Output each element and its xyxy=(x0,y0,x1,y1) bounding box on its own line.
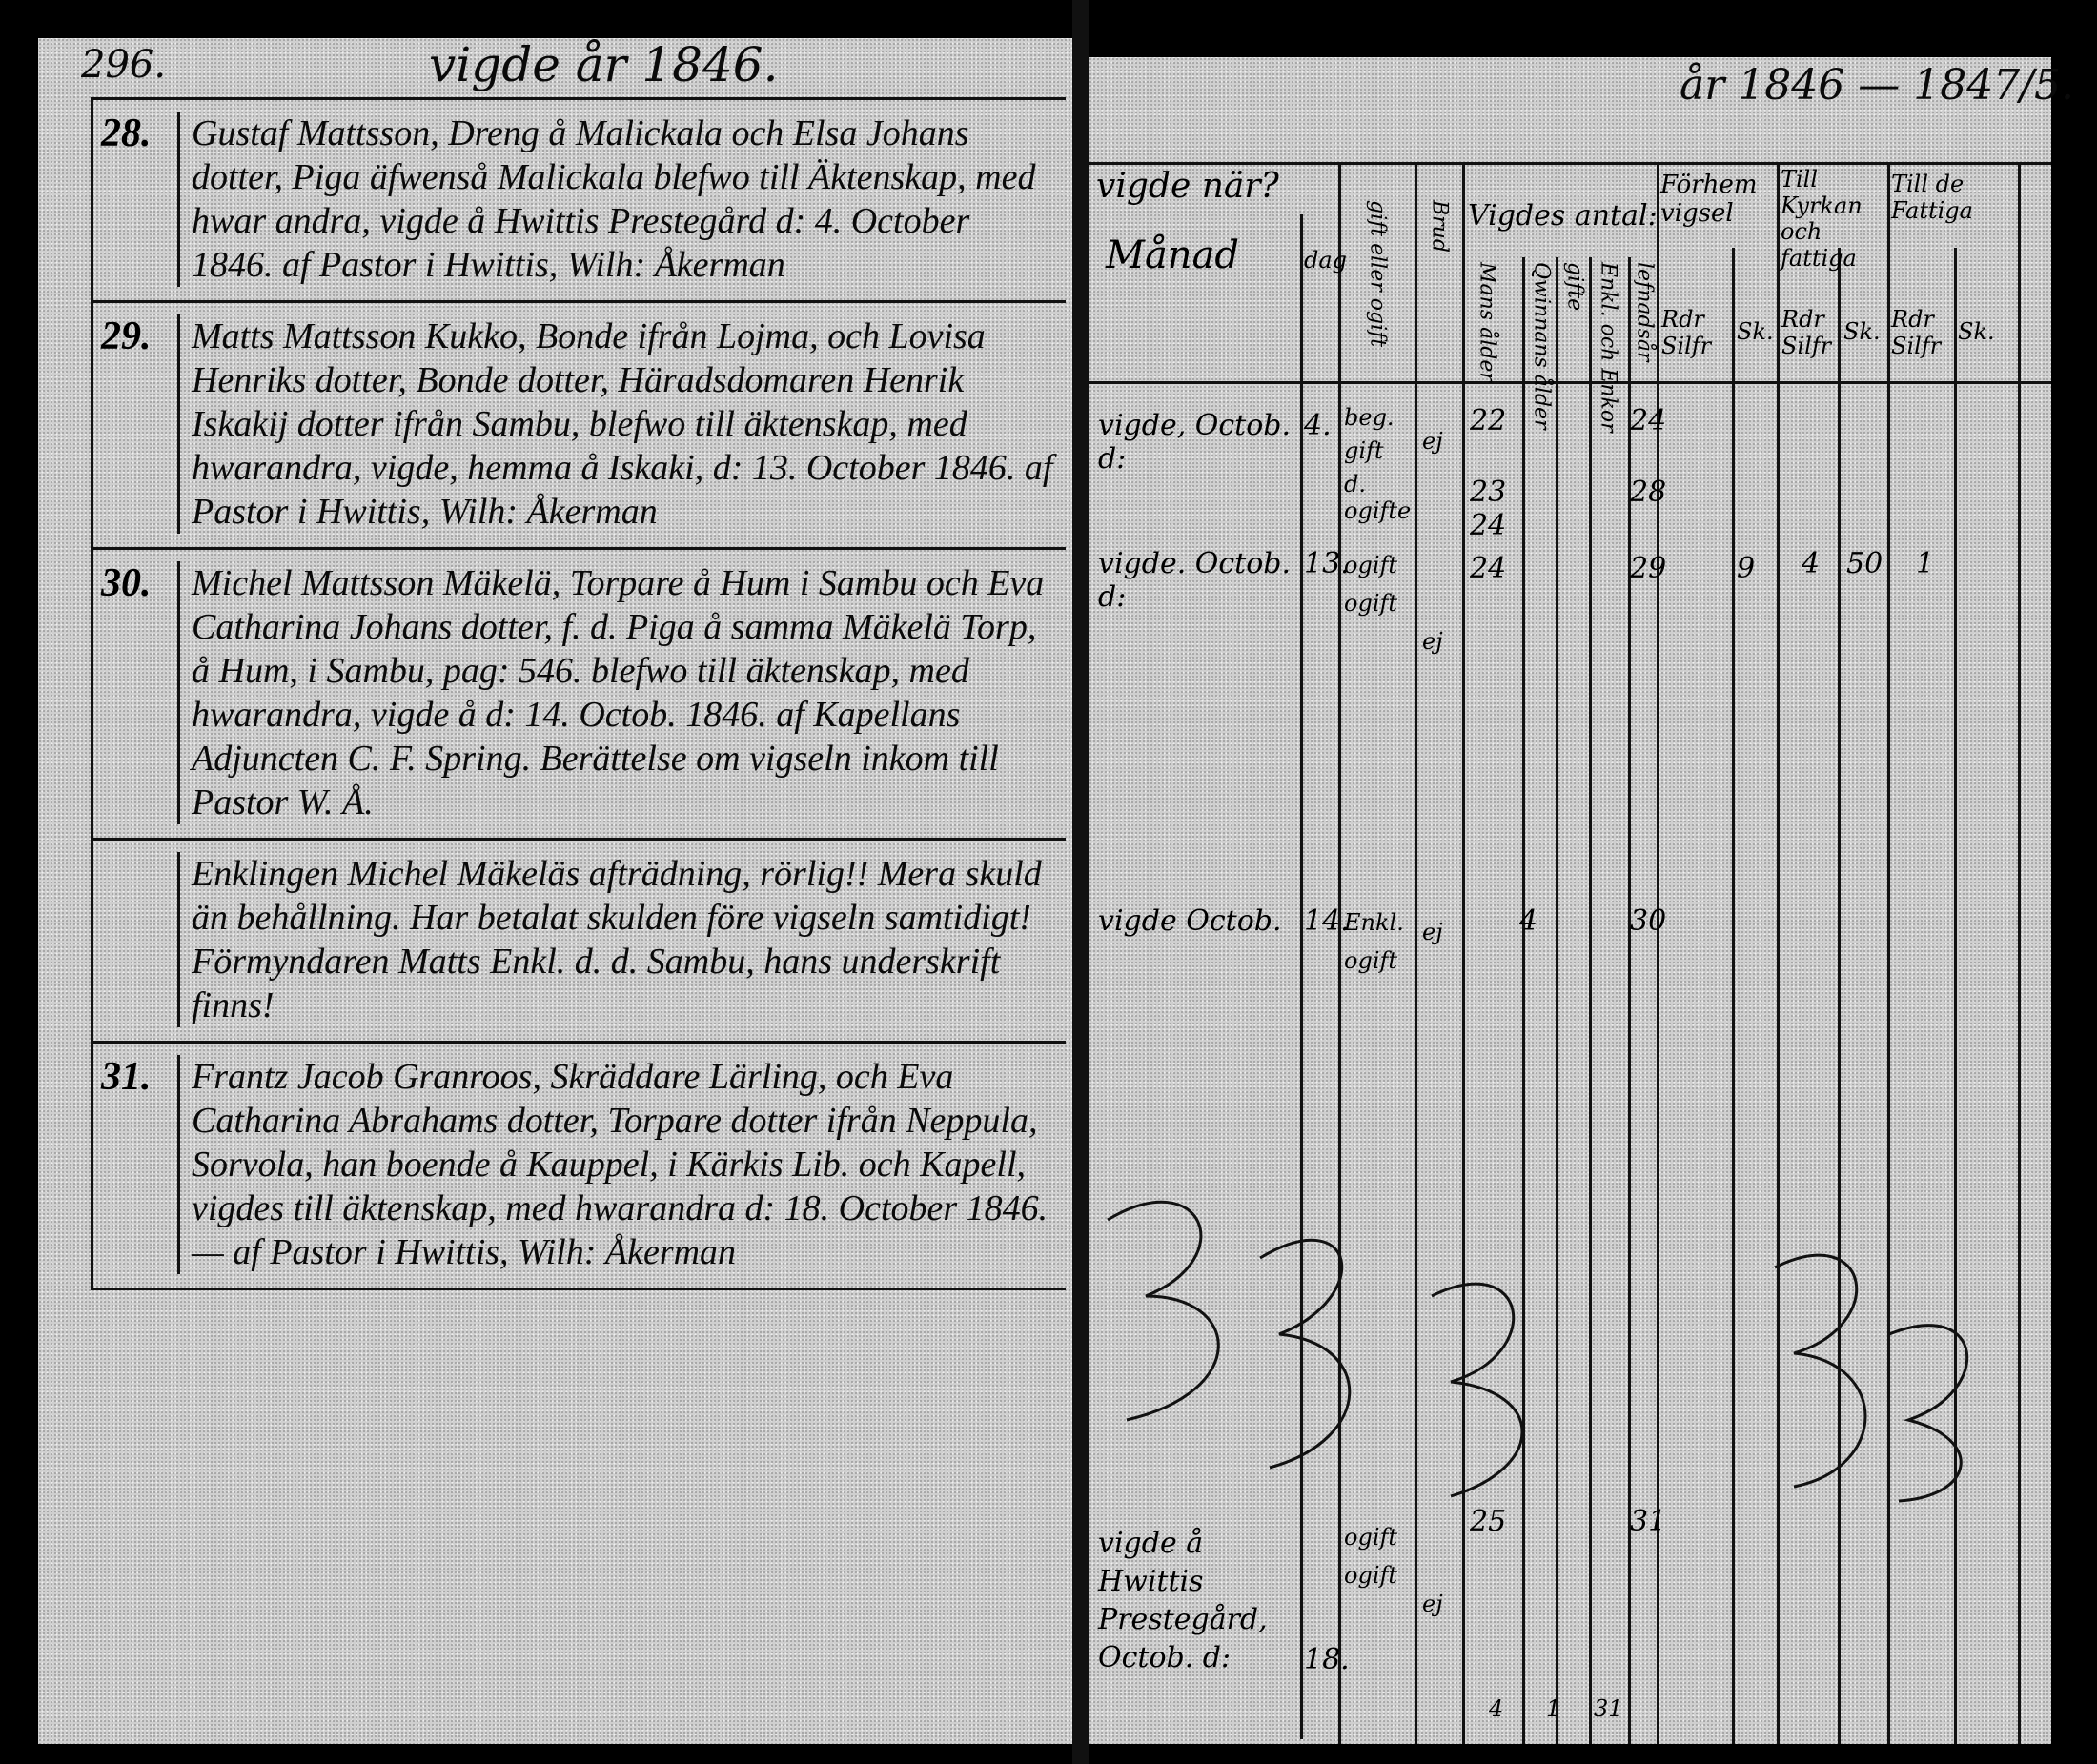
row-fee: 1 xyxy=(1916,547,1935,580)
header-count-sub: gifte xyxy=(1562,262,1587,312)
entry-block: 30. Michel Mattsson Mäkelä, Torpare å Hu… xyxy=(93,550,1066,841)
row-status: Enkl. xyxy=(1344,909,1404,936)
total-value: 4 xyxy=(1489,1695,1504,1722)
entry-block: 31. Frantz Jacob Granroos, Skräddare Lär… xyxy=(93,1044,1066,1290)
column-rule xyxy=(1338,162,1341,1744)
column-rule xyxy=(1838,248,1841,1744)
row-month: vigde Octob. xyxy=(1098,904,1282,938)
header-count-sub: Qwinnans ålder xyxy=(1529,262,1554,430)
column-rule xyxy=(1462,162,1465,1744)
cancel-flourish xyxy=(1107,1200,1969,1503)
row-status: beg. xyxy=(1344,404,1395,431)
row-day: 14. xyxy=(1304,904,1350,938)
row-age: 24 xyxy=(1470,509,1507,542)
entry-number: 29. xyxy=(101,314,152,358)
entry-number: 28. xyxy=(101,112,152,155)
header-count: Vigdes antal: xyxy=(1468,199,1658,233)
column-rule xyxy=(1657,162,1659,1744)
marriage-note: Enklingen Michel Mäkeläs afträdning, rör… xyxy=(177,852,1056,1027)
row-fee: 4 xyxy=(1802,547,1821,580)
row-fee: 9 xyxy=(1737,552,1756,585)
column-rule xyxy=(1777,162,1780,1744)
column-rule xyxy=(1732,248,1735,1744)
currency-rdr: Rdr Silfr xyxy=(1781,306,1832,359)
column-rule xyxy=(1556,257,1558,1744)
entry-number: 31. xyxy=(101,1055,152,1099)
row-day: 4. xyxy=(1304,409,1332,442)
header-count-sub: Mans ålder xyxy=(1475,262,1499,382)
row-age: 24 xyxy=(1470,552,1507,585)
column-rule xyxy=(1628,257,1631,1744)
column-rule xyxy=(1300,214,1303,1739)
row-age: 29 xyxy=(1630,552,1667,585)
row-status: gift xyxy=(1344,437,1384,464)
row-age: 24 xyxy=(1630,404,1667,437)
currency-rdr: Rdr Silfr xyxy=(1661,306,1712,359)
entry-block: Enklingen Michel Mäkeläs afträdning, rör… xyxy=(93,841,1066,1044)
row-status: ogift xyxy=(1344,552,1398,578)
row-age: 4 xyxy=(1519,904,1538,938)
marriage-entry: Michel Mattsson Mäkelä, Torpare å Hum i … xyxy=(177,561,1056,824)
header-fee-church: Till Kyrkan och fattiga xyxy=(1781,166,1863,272)
column-rule xyxy=(1887,162,1890,1744)
page-number: 296. xyxy=(81,43,167,87)
header-count-sub: Enkl. och Enkor xyxy=(1596,262,1620,433)
row-bride: ej xyxy=(1422,919,1443,945)
currency-sk: Sk. xyxy=(1737,318,1774,345)
header-status: gift eller ogift xyxy=(1365,200,1390,348)
row-day: 18. xyxy=(1304,1643,1350,1676)
left-page: 296. vigde år 1846. 28. Gustaf Mattsson,… xyxy=(38,37,1072,1744)
page-header: vigde år 1846. xyxy=(429,37,779,92)
book-spine xyxy=(1072,0,1089,1764)
row-month: vigde å Hwittis Prestegård, Octob. d: xyxy=(1098,1527,1268,1674)
column-rule xyxy=(2018,162,2021,1744)
header-fee-home: Förhem vigsel xyxy=(1660,171,1758,228)
row-month: vigde, Octob. d: xyxy=(1098,409,1292,476)
page-header: år 1846 — 1847/5. xyxy=(1680,61,2074,110)
header-rule xyxy=(1089,381,2051,384)
currency-sk: Sk. xyxy=(1843,318,1881,345)
header-when: vigde när? xyxy=(1096,167,1279,206)
header-month: Månad xyxy=(1106,233,1240,277)
entry-number: 30. xyxy=(101,561,152,605)
entries-list: 28. Gustaf Mattsson, Dreng å Malickala o… xyxy=(91,97,1066,1290)
header-count-sub: lefnadsår xyxy=(1632,262,1657,362)
row-status: ogift xyxy=(1344,1524,1398,1551)
column-rule xyxy=(1415,162,1417,1744)
entry-block: 28. Gustaf Mattsson, Dreng å Malickala o… xyxy=(93,100,1066,303)
row-status: ogift xyxy=(1344,590,1398,617)
row-age: 22 xyxy=(1470,404,1507,437)
marriage-entry: Frantz Jacob Granroos, Skräddare Lärling… xyxy=(177,1055,1056,1274)
total-value: 31 xyxy=(1594,1695,1623,1722)
row-status: d. ogifte xyxy=(1344,471,1412,524)
marriage-entry: Matts Mattsson Kukko, Bonde ifrån Lojma,… xyxy=(177,314,1056,534)
marriage-entry: Gustaf Mattsson, Dreng å Malickala och E… xyxy=(177,112,1056,287)
row-age: 25 xyxy=(1470,1505,1507,1538)
row-bride: ej xyxy=(1422,628,1443,655)
row-month: vigde. Octob. d: xyxy=(1098,547,1292,614)
header-day: dag xyxy=(1304,247,1348,274)
row-status: ogift xyxy=(1344,1562,1398,1589)
header-bride: Brud xyxy=(1427,200,1452,253)
currency-sk: Sk. xyxy=(1958,318,1995,345)
rule xyxy=(1089,162,2051,165)
row-age: 31 xyxy=(1630,1505,1667,1538)
column-rule xyxy=(1589,257,1592,1744)
column-rule xyxy=(1522,257,1525,1744)
total-value: 1 xyxy=(1546,1695,1561,1722)
column-rule xyxy=(1954,248,1957,1744)
row-age: 23 xyxy=(1470,476,1507,509)
right-page: år 1846 — 1847/5. vigde när? Månad dag g… xyxy=(1089,57,2074,1744)
row-age: 30 xyxy=(1630,904,1667,938)
row-bride: ej xyxy=(1422,1591,1443,1617)
header-fee-poor: Till de Fattiga xyxy=(1891,171,1973,224)
row-status: ogift xyxy=(1344,947,1398,974)
entry-block: 29. Matts Mattsson Kukko, Bonde ifrån Lo… xyxy=(93,303,1066,550)
row-age: 28 xyxy=(1630,476,1667,509)
row-day: 13. xyxy=(1304,547,1350,580)
currency-rdr: Rdr Silfr xyxy=(1891,306,1942,359)
row-bride: ej xyxy=(1422,428,1443,455)
row-fee: 50 xyxy=(1846,547,1883,580)
